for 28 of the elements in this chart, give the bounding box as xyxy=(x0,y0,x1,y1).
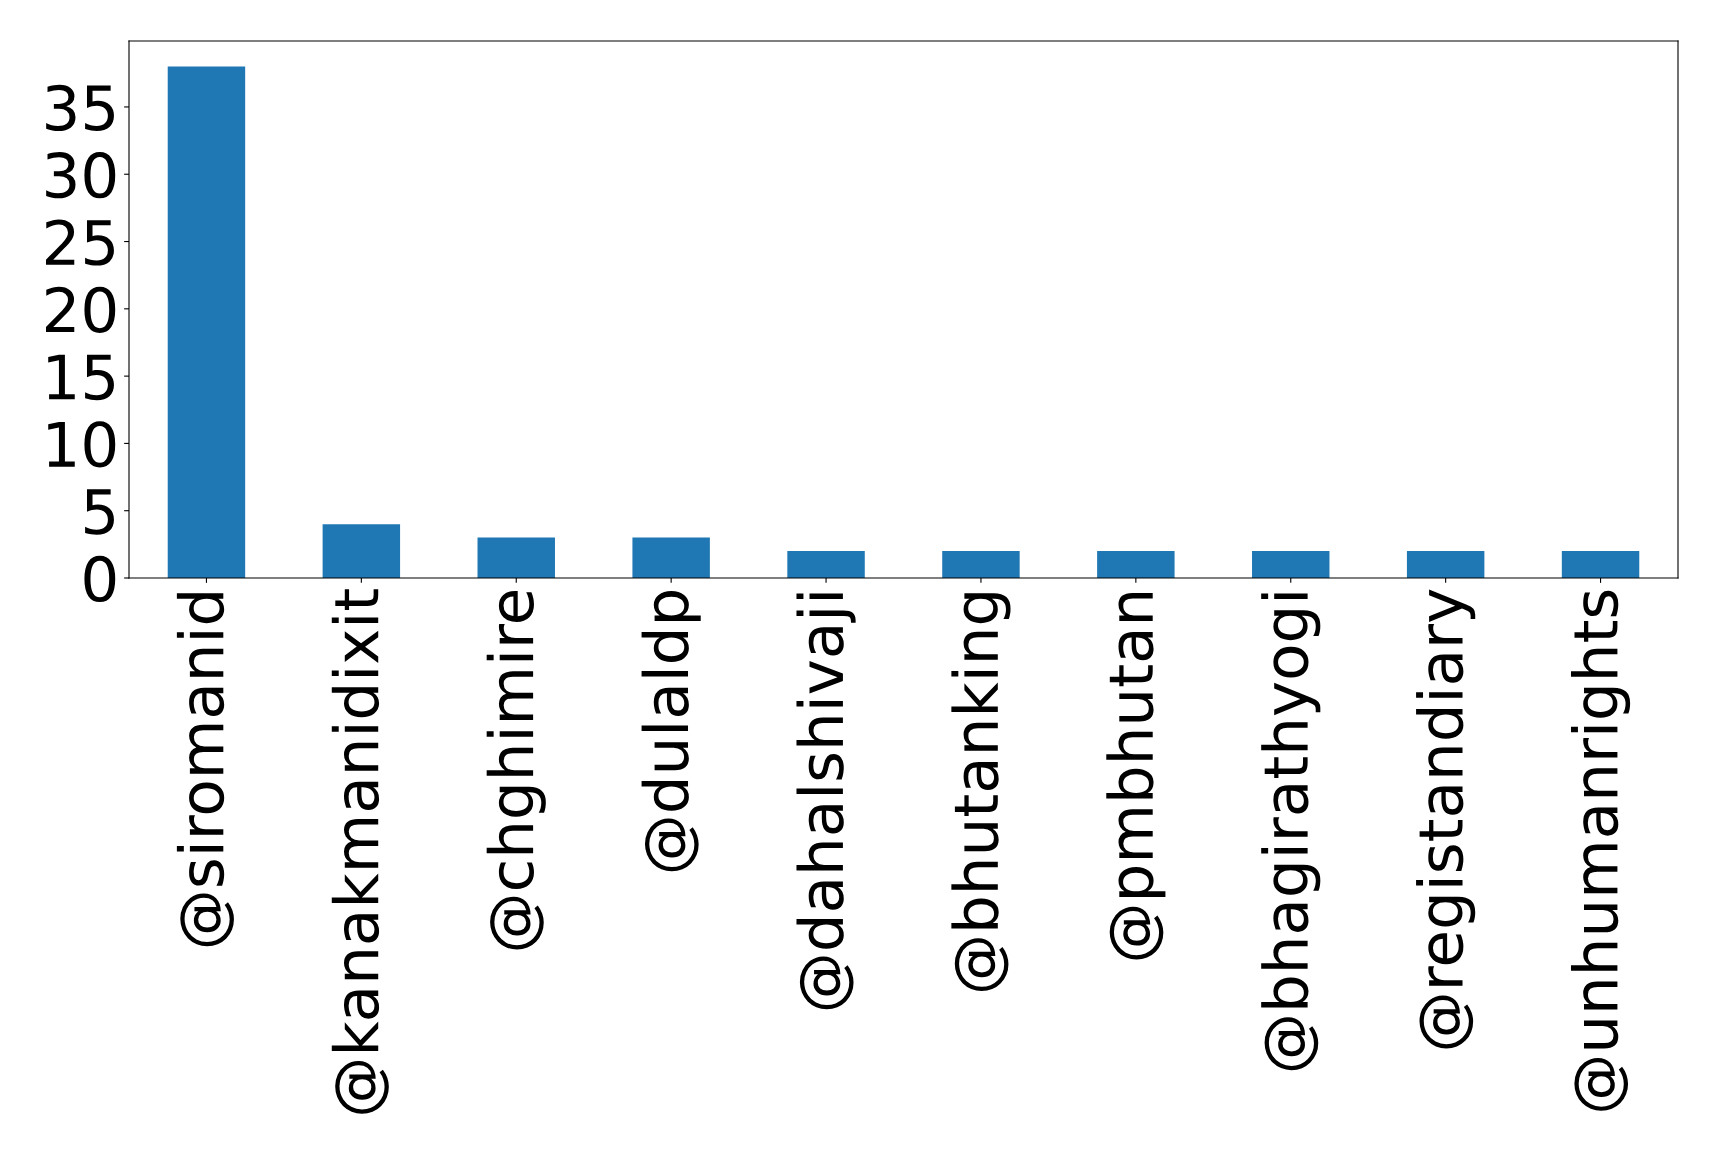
x-tick-label: @bhutanking xyxy=(951,593,1011,992)
x-tick-label: @pmbhutan xyxy=(1106,592,1166,960)
bar xyxy=(322,524,401,578)
y-tick-label: 25 xyxy=(45,219,114,266)
x-tick-label: @unhumanrights xyxy=(1570,590,1631,1111)
y-tick-label: 20 xyxy=(45,286,116,333)
x-tick-label: @kanakmanidixit xyxy=(331,589,389,1114)
bar xyxy=(1406,551,1485,578)
bar xyxy=(1097,551,1175,578)
x-tick-label: @registandiary xyxy=(1416,589,1476,1049)
bar xyxy=(942,551,1020,578)
x-tick-label: @bhagirathyogi xyxy=(1261,593,1321,1071)
y-tick-label: 0 xyxy=(84,555,116,603)
x-tick-label: @siromanid xyxy=(176,593,234,947)
bar xyxy=(1561,551,1640,578)
bar xyxy=(787,551,865,578)
bar xyxy=(477,537,555,578)
y-tick-label: 5 xyxy=(85,489,114,535)
y-tick-label: 35 xyxy=(46,84,114,132)
y-tick-label: 30 xyxy=(46,152,116,199)
bar xyxy=(1252,551,1330,578)
x-tick-label: @chghimire xyxy=(486,590,546,950)
bar xyxy=(167,66,246,578)
bar xyxy=(632,537,710,578)
y-tick-label: 15 xyxy=(48,354,114,401)
x-tick-label: @dulaldp xyxy=(641,591,701,872)
x-tick-label: @dahalshivaji xyxy=(796,593,856,1010)
y-tick-label: 10 xyxy=(48,421,116,468)
